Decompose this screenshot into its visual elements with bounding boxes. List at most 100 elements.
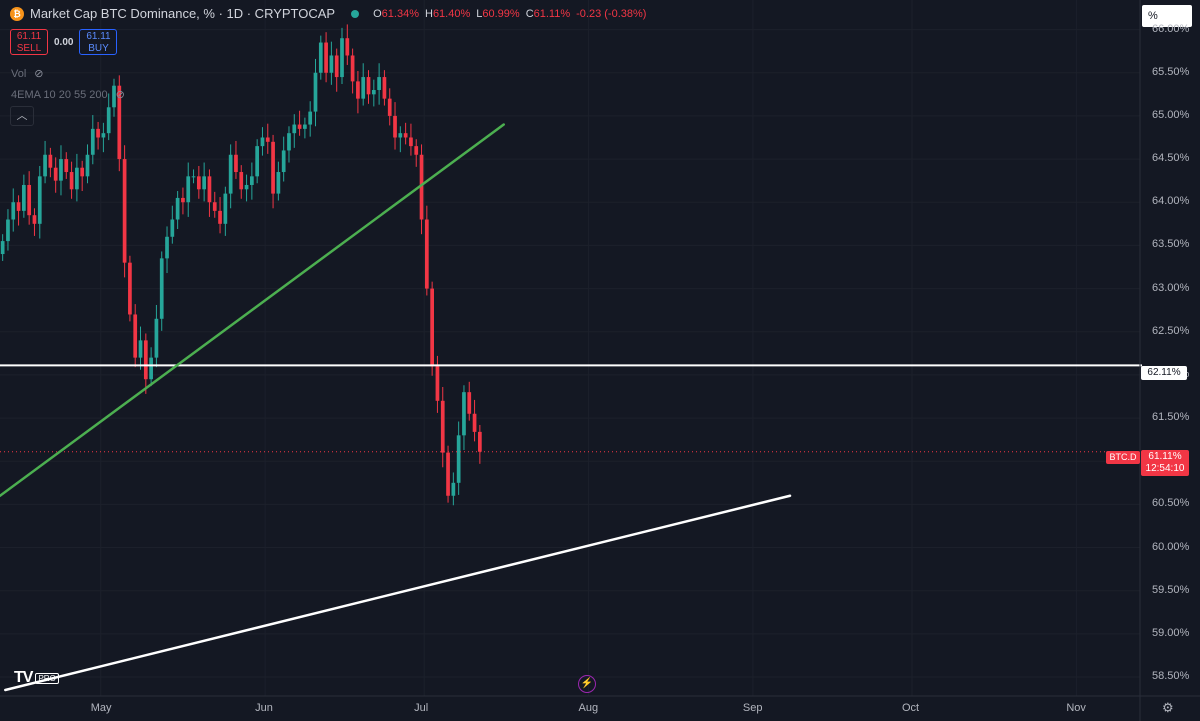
eye-off-icon[interactable]: ⊘ — [34, 68, 44, 80]
candle-body — [414, 146, 419, 155]
candlestick-series — [0, 24, 482, 506]
symbol-title[interactable]: Market Cap BTC Dominance, % · 1D · CRYPT… — [30, 6, 336, 21]
candle-body — [308, 111, 313, 125]
candle-body — [196, 176, 201, 190]
candle-body — [435, 366, 440, 401]
buy-button[interactable]: 61.11 BUY — [79, 29, 118, 55]
candle-body — [409, 137, 413, 147]
pro-badge: PRO — [35, 672, 59, 684]
candle-body — [318, 42, 323, 73]
candle-body — [313, 72, 318, 112]
candle-body — [281, 150, 286, 173]
open-value: 61.34% — [381, 7, 419, 20]
candle-body — [212, 202, 217, 211]
candle-body — [159, 258, 164, 319]
eye-off-icon[interactable]: ⊘ — [115, 89, 125, 101]
candle-body — [133, 314, 138, 358]
candle-body — [64, 159, 69, 173]
candle-body — [37, 176, 42, 224]
candle-body — [472, 413, 477, 432]
candle-body — [0, 241, 5, 255]
price-tick-label: 63.00% — [1152, 281, 1190, 294]
candle-body — [398, 133, 403, 138]
candle-body — [430, 288, 434, 367]
price-tick-label: 60.50% — [1152, 497, 1190, 510]
volume-label: Vol — [11, 67, 27, 80]
scale-mode-selector[interactable]: % — [1142, 5, 1192, 27]
candle-body — [106, 107, 111, 134]
candle-body — [85, 154, 90, 177]
candle-body — [69, 172, 74, 190]
candle-body — [11, 202, 16, 220]
tradingview-logo[interactable]: TV PRO — [14, 669, 59, 687]
open-key: O — [373, 7, 382, 20]
candle-body — [287, 133, 291, 151]
candle-body — [467, 392, 472, 414]
candle-body — [143, 340, 148, 380]
chart-header: ₿ Market Cap BTC Dominance, % · 1D · CRY… — [10, 6, 646, 21]
spread-value: 0.00 — [54, 36, 74, 48]
candle-body — [303, 124, 307, 129]
candle-body — [22, 184, 26, 211]
volume-indicator[interactable]: Vol ⊘ — [11, 67, 44, 81]
chevron-up-icon[interactable]: ︿ — [10, 106, 34, 126]
candle-body — [478, 431, 482, 452]
candle-body — [403, 133, 408, 138]
candle-body — [292, 124, 297, 134]
candle-body — [271, 141, 275, 194]
month-tick-label: Oct — [902, 702, 920, 714]
candle-body — [117, 85, 122, 160]
bitcoin-icon[interactable]: ₿ — [10, 6, 24, 21]
candle-body — [80, 167, 85, 177]
candle-body — [366, 77, 371, 95]
candle-body — [186, 176, 191, 203]
trendlines — [0, 123, 792, 692]
price-tick-label: 59.00% — [1152, 626, 1190, 639]
candle-body — [128, 262, 132, 315]
ohlc-values: O61.34% H61.40% L60.99% C61.11% -0.23 (-… — [373, 8, 646, 20]
month-tick-label: Nov — [1066, 702, 1086, 714]
sell-button[interactable]: 61.11 SELL — [10, 29, 48, 55]
candle-body — [170, 219, 175, 237]
bar-countdown: 12:54:10 — [1145, 463, 1185, 474]
candle-body — [451, 482, 456, 496]
gear-icon[interactable]: ⚙ — [1162, 700, 1174, 715]
candle-body — [43, 154, 47, 177]
chart-grid — [0, 0, 1140, 696]
candle-body — [377, 77, 381, 91]
candle-body — [361, 77, 366, 99]
flash-icon[interactable]: ⚡ — [578, 675, 596, 693]
candle-body — [393, 115, 397, 138]
sell-price: 61.11 — [16, 31, 42, 42]
candle-body — [112, 85, 116, 108]
candle-body — [356, 81, 360, 99]
candle-body — [96, 128, 100, 138]
candle-body — [440, 400, 445, 453]
candle-body — [6, 219, 10, 242]
candle-body — [462, 392, 466, 436]
symbol-tag: BTC.D — [1106, 451, 1140, 464]
last-price-tag: 61.11% 12:54:10 — [1141, 450, 1189, 476]
month-tick-label: May — [90, 702, 112, 714]
close-key: C — [525, 7, 534, 20]
logo-mark: TV — [14, 669, 33, 686]
month-tick-label: Aug — [578, 702, 599, 714]
sell-label: SELL — [16, 43, 42, 54]
ema-indicator[interactable]: 4EMA 10 20 55 200 ⊘ — [11, 88, 125, 102]
price-tick-label: 58.50% — [1152, 670, 1190, 683]
month-tick-label: Sep — [742, 702, 763, 714]
candle-body — [324, 42, 328, 73]
candle-body — [297, 124, 302, 129]
candle-body — [371, 90, 376, 95]
price-tick-label: 60.00% — [1152, 540, 1190, 553]
candle-body — [122, 159, 127, 263]
price-tick-label: 63.50% — [1152, 238, 1190, 251]
candle-body — [149, 357, 153, 380]
price-tick-label: 66.00% — [1152, 22, 1190, 35]
trade-panel: 61.11 SELL 0.00 61.11 BUY — [10, 29, 118, 55]
candle-body — [446, 452, 450, 496]
candle-body — [244, 184, 249, 190]
candle-body — [329, 55, 334, 73]
close-value: 61.11% — [533, 7, 571, 20]
